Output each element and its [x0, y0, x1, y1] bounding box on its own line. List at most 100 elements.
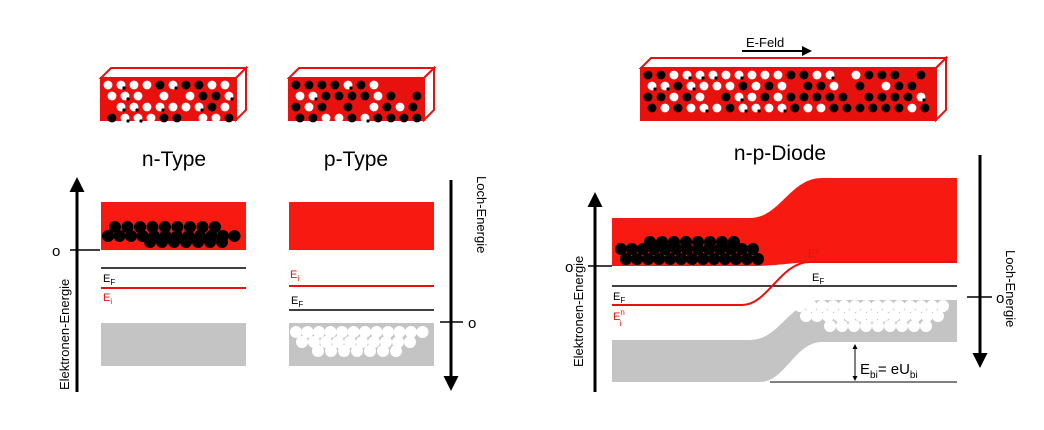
- hole-dot: [910, 310, 922, 322]
- electron-dot: [159, 221, 171, 233]
- hole-dot: [359, 326, 371, 338]
- lattice-atom-dark: [194, 80, 204, 90]
- hole-dot: [871, 300, 883, 312]
- lattice-atom-light: [725, 81, 735, 91]
- lattice-atom-dark: [317, 102, 327, 112]
- lattice-electron: [161, 108, 165, 112]
- hole-zero-label: o: [468, 315, 476, 332]
- lattice-atom-dark: [790, 103, 800, 113]
- lattice-atom-light: [816, 103, 826, 113]
- lattice-electron: [139, 119, 143, 123]
- p-type-crystal: [286, 65, 437, 123]
- lattice-electron: [174, 86, 178, 90]
- electron-dot: [615, 243, 627, 255]
- hole-dot: [884, 320, 896, 332]
- lattice-electron: [126, 119, 130, 123]
- hole-dot: [800, 310, 812, 322]
- electron-dot: [192, 236, 204, 248]
- hole-dot: [904, 300, 916, 312]
- hole-dot: [356, 336, 368, 348]
- lattice-atom-light: [829, 81, 839, 91]
- diode-intrinsic-label-left: En i: [613, 308, 625, 328]
- lattice-atom-light: [295, 91, 305, 101]
- lattice-atom-dark: [172, 113, 182, 123]
- hole-dot: [351, 345, 363, 357]
- electron-dot: [171, 221, 184, 233]
- hole-dot: [860, 300, 872, 312]
- electron-dot: [704, 236, 716, 248]
- lattice-atom-dark: [881, 103, 891, 113]
- lattice-atom-dark: [760, 92, 770, 102]
- hole-dot: [855, 310, 867, 322]
- hole-dot: [313, 326, 325, 338]
- hole-dot: [405, 326, 417, 338]
- electron-dot: [692, 236, 704, 248]
- hole-dot: [824, 320, 836, 332]
- lattice-atom-dark: [864, 92, 874, 102]
- lattice-atom-light: [129, 80, 139, 90]
- hole-dot: [794, 300, 806, 312]
- lattice-atom-dark: [304, 80, 314, 90]
- electron-dot: [196, 221, 209, 233]
- lattice-electron: [705, 109, 709, 113]
- lattice-atom-dark: [321, 91, 331, 101]
- lattice-atom-dark: [825, 92, 835, 102]
- lattice-electron: [122, 108, 126, 112]
- hole-dot: [364, 345, 376, 357]
- lattice-atom-dark: [855, 81, 865, 91]
- np-diode-title: n-p-Diode: [734, 142, 826, 165]
- hole-dot: [833, 310, 845, 322]
- hole-dot: [325, 345, 337, 357]
- lattice-atom-light: [747, 92, 757, 102]
- lattice-electron: [922, 98, 926, 102]
- lattice-atom-light: [220, 80, 230, 90]
- electron-dot: [736, 243, 748, 255]
- lattice-atom-dark: [107, 113, 117, 123]
- electron-dot: [642, 253, 654, 265]
- lattice-atom-dark: [916, 70, 926, 80]
- n-fermi-label: EF: [103, 273, 115, 287]
- electron-dot: [644, 236, 656, 248]
- hole-dot: [344, 336, 356, 348]
- electron-dot: [730, 253, 742, 265]
- lattice-atom-dark: [799, 92, 809, 102]
- crystal-top-face: [98, 67, 249, 79]
- lattice-electron: [349, 86, 353, 90]
- lattice-atom-dark: [643, 92, 653, 102]
- lattice-atom-dark: [347, 91, 357, 101]
- lattice-atom-light: [695, 92, 705, 102]
- lattice-atom-dark: [412, 91, 422, 101]
- lattice-atom-light: [760, 70, 770, 80]
- crystal-top-face: [286, 67, 437, 79]
- crystal-side-face: [935, 55, 947, 123]
- lattice-atom-dark: [643, 70, 653, 80]
- electron-dot: [180, 236, 192, 248]
- lattice-atom-dark: [890, 70, 900, 80]
- hole-dot: [849, 300, 861, 312]
- n-type-title: n-Type: [142, 148, 206, 171]
- hole-energy-axis-label: Loch-Energie: [474, 176, 489, 253]
- electron-dot: [719, 253, 731, 265]
- hole-dot: [908, 320, 920, 332]
- lattice-atom-light: [686, 103, 696, 113]
- electron-dot: [626, 243, 638, 255]
- lattice-atom-dark: [656, 92, 666, 102]
- lattice-atom-light: [907, 103, 917, 113]
- lattice-atom-light: [146, 113, 156, 123]
- lattice-atom-dark: [907, 81, 917, 91]
- diode-hole-zero-label: o: [996, 290, 1004, 307]
- lattice-atom-light: [812, 70, 822, 80]
- lattice-atom-light: [764, 103, 774, 113]
- lattice-atom-dark: [812, 92, 822, 102]
- crystal-top-face: [638, 57, 949, 69]
- lattice-atom-dark: [903, 92, 913, 102]
- hole-dot: [416, 326, 429, 338]
- electron-dot: [631, 253, 643, 265]
- electron-dot: [146, 221, 159, 233]
- hole-dot: [893, 300, 905, 312]
- diode-electron-zero-label: o: [565, 259, 573, 276]
- lattice-atom-dark: [838, 92, 848, 102]
- hole-dot: [338, 345, 350, 357]
- hole-dot: [877, 310, 889, 322]
- hole-dot: [844, 310, 856, 322]
